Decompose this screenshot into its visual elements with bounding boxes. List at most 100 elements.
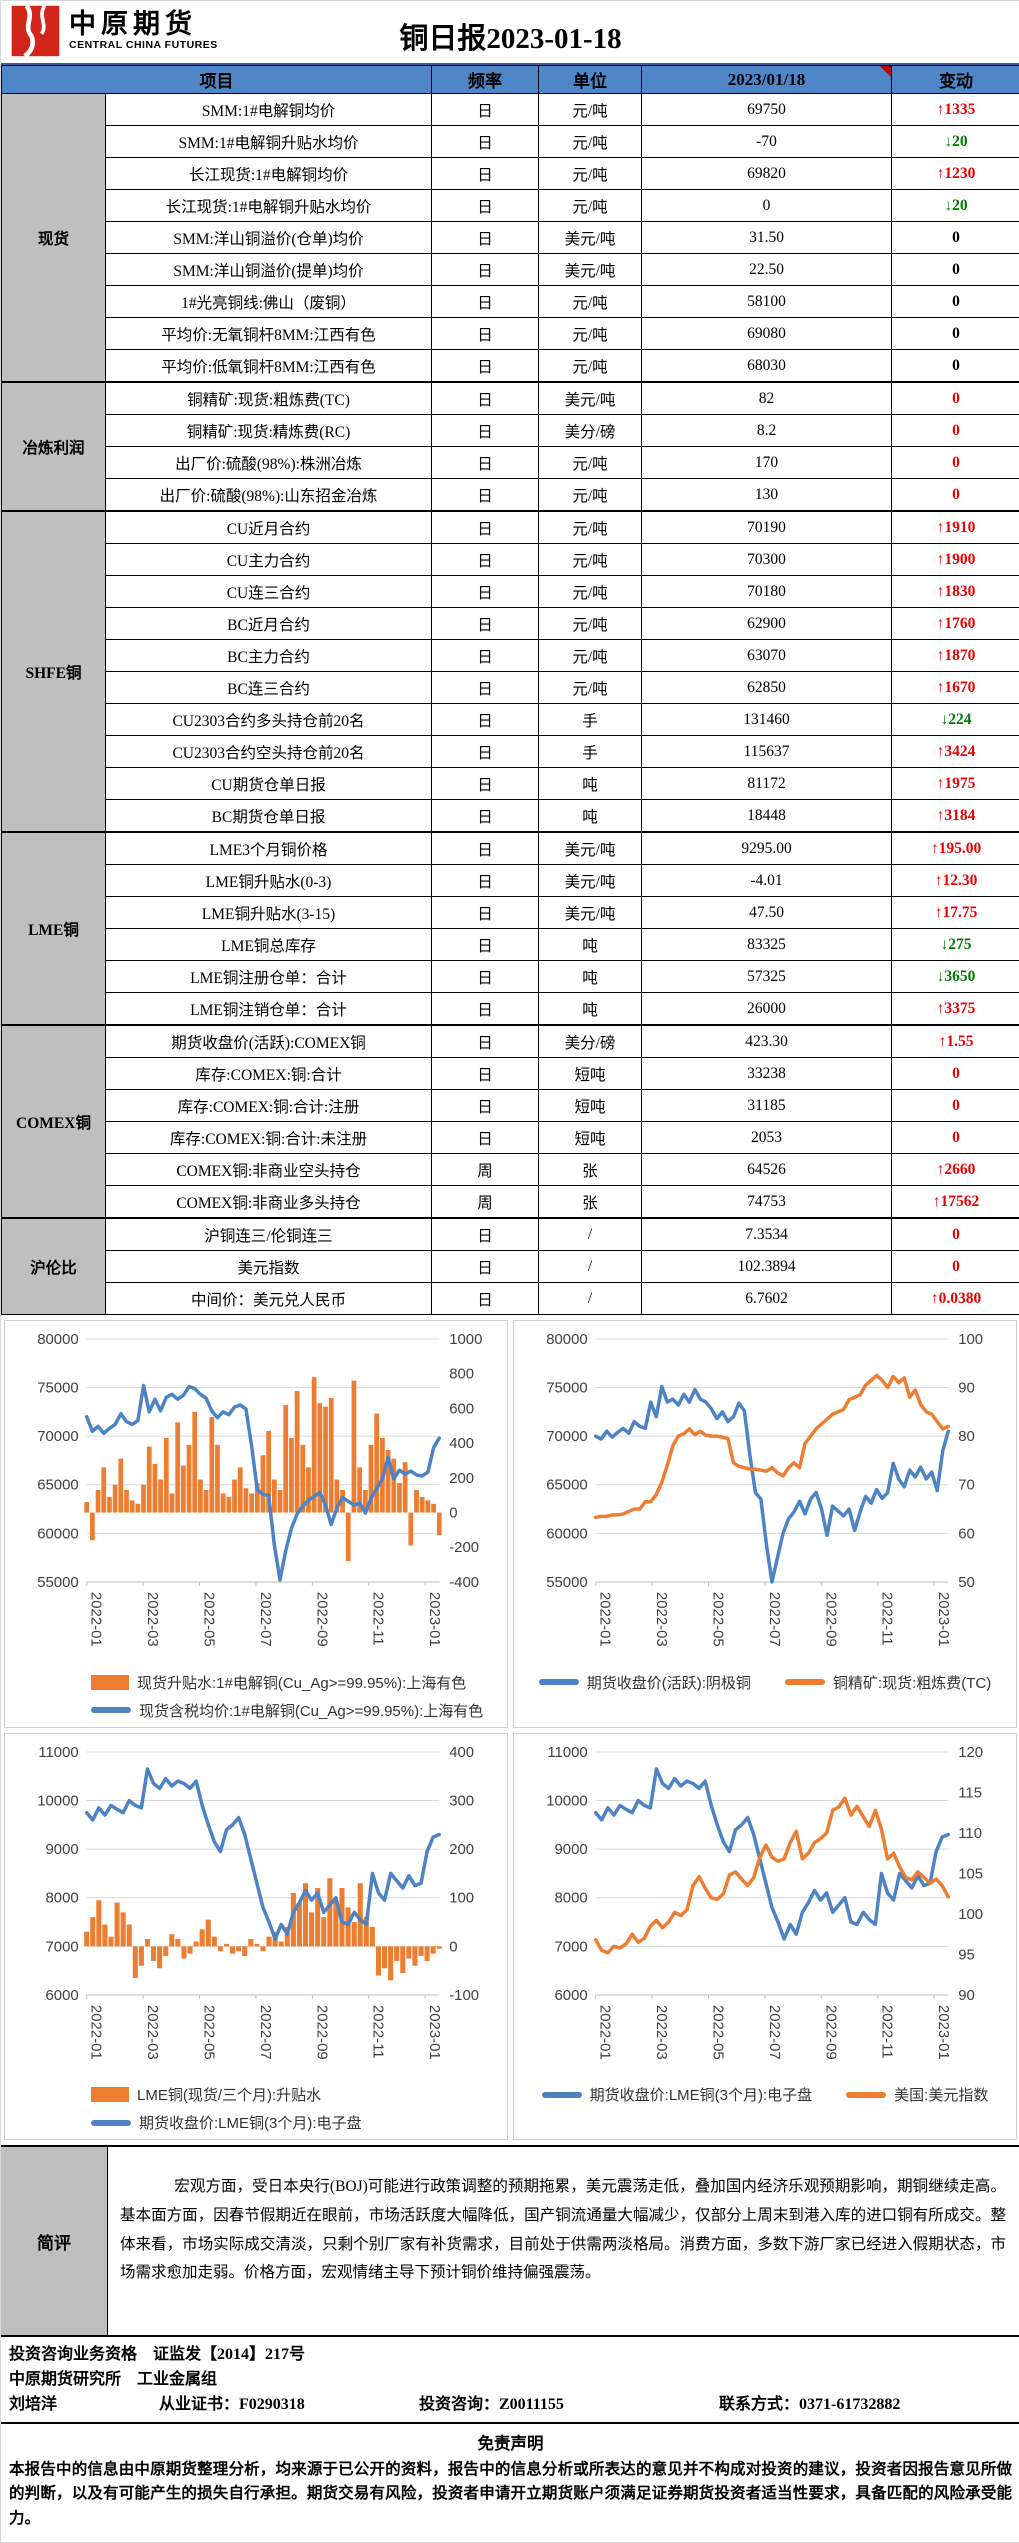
change-cell: 0 xyxy=(892,1218,1019,1251)
svg-text:50: 50 xyxy=(958,1574,975,1591)
svg-text:-100: -100 xyxy=(449,1987,479,2004)
unit-cell: 元/吨 xyxy=(539,94,642,126)
col-header-freq: 频率 xyxy=(432,66,539,94)
legend-item: 美国:美元指数 xyxy=(846,2084,988,2105)
freq-cell: 日 xyxy=(432,350,539,383)
change-cell: 0 xyxy=(892,415,1019,447)
svg-text:600: 600 xyxy=(449,1400,474,1417)
svg-text:8000: 8000 xyxy=(46,1889,79,1906)
value-cell: 64526 xyxy=(642,1154,892,1186)
change-cell: 0 xyxy=(892,318,1019,350)
freq-cell: 日 xyxy=(432,544,539,576)
legend-item: 期货收盘价:LME铜(3个月):电子盘 xyxy=(91,2112,362,2133)
item-cell: SMM:1#电解铜升贴水均价 xyxy=(106,126,432,158)
svg-text:2022-09: 2022-09 xyxy=(313,1592,330,1647)
unit-cell: 元/吨 xyxy=(539,158,642,190)
freq-cell: 日 xyxy=(432,993,539,1026)
svg-text:2022-09: 2022-09 xyxy=(313,2005,330,2060)
unit-cell: 元/吨 xyxy=(539,608,642,640)
unit-cell: 元/吨 xyxy=(539,576,642,608)
svg-text:2023-01: 2023-01 xyxy=(426,1592,443,1647)
value-cell: 83325 xyxy=(642,929,892,961)
freq-cell: 日 xyxy=(432,704,539,736)
svg-text:90: 90 xyxy=(958,1380,975,1397)
group-label: COMEX铜 xyxy=(2,1025,106,1218)
change-cell: ↑1335 xyxy=(892,94,1019,126)
svg-text:60000: 60000 xyxy=(546,1525,588,1542)
freq-cell: 周 xyxy=(432,1154,539,1186)
col-header-item: 项目 xyxy=(2,66,432,94)
svg-text:70000: 70000 xyxy=(37,1428,79,1445)
unit-cell: 手 xyxy=(539,736,642,768)
svg-text:1000: 1000 xyxy=(449,1331,482,1348)
change-cell: ↑1975 xyxy=(892,768,1019,800)
svg-text:115: 115 xyxy=(958,1784,982,1801)
value-cell: 74753 xyxy=(642,1186,892,1219)
svg-text:60: 60 xyxy=(958,1525,975,1542)
svg-text:65000: 65000 xyxy=(37,1477,79,1494)
svg-text:120: 120 xyxy=(958,1744,983,1761)
value-cell: 69750 xyxy=(642,94,892,126)
col-header-date: 2023/01/18 xyxy=(642,66,892,94)
chart-plot: 5500060000650007000075000800005060708090… xyxy=(516,1325,1014,1672)
item-cell: BC期货仓单日报 xyxy=(106,800,432,833)
svg-text:2022-05: 2022-05 xyxy=(200,1592,217,1647)
unit-cell: 短吨 xyxy=(539,1122,642,1154)
unit-cell: 美元/吨 xyxy=(539,222,642,254)
value-cell: 81172 xyxy=(642,768,892,800)
item-cell: LME铜总库存 xyxy=(106,929,432,961)
change-cell: ↑1760 xyxy=(892,608,1019,640)
table-row: SMM:1#电解铜升贴水均价日元/吨-70↓20 xyxy=(2,126,1019,158)
svg-text:0: 0 xyxy=(449,1938,457,1955)
unit-cell: 手 xyxy=(539,704,642,736)
value-cell: 47.50 xyxy=(642,897,892,929)
freq-cell: 周 xyxy=(432,1186,539,1219)
chart-legend: LME铜(现货/三个月):升贴水期货收盘价:LME铜(3个月):电子盘 xyxy=(7,2084,505,2133)
col-header-change: 变动 xyxy=(892,66,1019,94)
svg-text:7000: 7000 xyxy=(46,1938,79,1955)
svg-text:55000: 55000 xyxy=(546,1574,588,1591)
freq-cell: 日 xyxy=(432,768,539,800)
value-cell: 130 xyxy=(642,479,892,512)
unit-cell: 短吨 xyxy=(539,1058,642,1090)
legend-item: 铜精矿:现货:粗炼费(TC) xyxy=(785,1672,991,1693)
unit-cell: 元/吨 xyxy=(539,640,642,672)
change-cell: ↑1910 xyxy=(892,511,1019,544)
legend-label: 期货收盘价:LME铜(3个月):电子盘 xyxy=(139,2112,362,2133)
svg-text:11000: 11000 xyxy=(38,1744,78,1761)
change-cell: ↑2660 xyxy=(892,1154,1019,1186)
unit-cell: 美元/吨 xyxy=(539,382,642,415)
svg-text:2022-01: 2022-01 xyxy=(88,2005,105,2060)
change-cell: ↑17562 xyxy=(892,1186,1019,1219)
value-cell: 31.50 xyxy=(642,222,892,254)
table-row: 中间价：美元兑人民币日/6.7602↑0.0380 xyxy=(2,1283,1019,1315)
freq-cell: 日 xyxy=(432,126,539,158)
svg-text:2022-05: 2022-05 xyxy=(709,2005,726,2060)
value-cell: 2053 xyxy=(642,1122,892,1154)
change-cell: 0 xyxy=(892,222,1019,254)
svg-text:11000: 11000 xyxy=(547,1744,587,1761)
legend-item: 期货收盘价:LME铜(3个月):电子盘 xyxy=(542,2084,813,2105)
svg-text:95: 95 xyxy=(958,1946,975,1963)
svg-text:110: 110 xyxy=(958,1825,982,1842)
unit-cell: 张 xyxy=(539,1154,642,1186)
item-cell: CU近月合约 xyxy=(106,511,432,544)
freq-cell: 日 xyxy=(432,190,539,222)
item-cell: 平均价:低氧铜杆8MM:江西有色 xyxy=(106,350,432,383)
item-cell: CU连三合约 xyxy=(106,576,432,608)
group-label: 沪伦比 xyxy=(2,1218,106,1315)
legend-label: LME铜(现货/三个月):升贴水 xyxy=(137,2084,321,2105)
unit-cell: / xyxy=(539,1283,642,1315)
freq-cell: 日 xyxy=(432,94,539,126)
